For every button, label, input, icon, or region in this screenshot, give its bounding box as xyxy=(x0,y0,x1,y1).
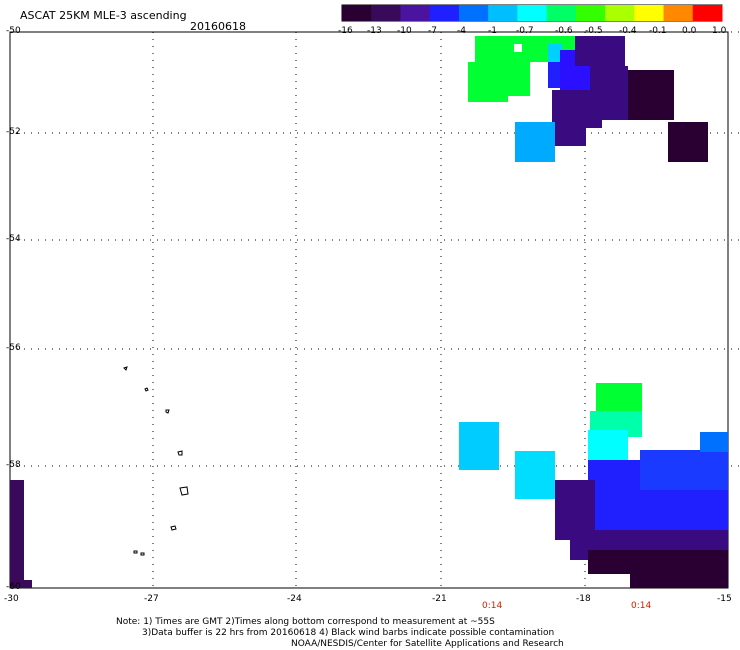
swath-bottom xyxy=(459,383,728,588)
y-axis-label: -60 xyxy=(6,582,21,592)
colorbar-swatch xyxy=(488,5,518,21)
colorbar-label: -4 xyxy=(457,26,466,36)
y-axis-label: -52 xyxy=(6,127,21,137)
colorbar-swatch xyxy=(371,5,401,21)
colorbar-swatch xyxy=(634,5,665,21)
colorbar-label: -7 xyxy=(428,26,437,36)
x-axis-label: -30 xyxy=(4,594,19,604)
x-axis-label: -27 xyxy=(144,594,159,604)
colorbar-label: 0.0 xyxy=(682,26,697,36)
colorbar-label: -0.4 xyxy=(619,26,637,36)
x-axis-label: -24 xyxy=(287,594,302,604)
colorbar-label: 1.0 xyxy=(712,26,727,36)
colorbar-swatch xyxy=(605,5,635,21)
map-date: 20160618 xyxy=(190,20,246,33)
y-axis-label: -54 xyxy=(6,234,21,244)
x-axis-label: -21 xyxy=(432,594,447,604)
colorbar-label: -0.1 xyxy=(649,26,667,36)
map-title: ASCAT 25KM MLE-3 ascending xyxy=(20,9,187,22)
x-axis-label: -15 xyxy=(717,594,732,604)
colorbar-label: -13 xyxy=(367,26,382,36)
colorbar-swatch xyxy=(663,5,694,21)
swath-top xyxy=(468,36,708,162)
colorbar-swatch xyxy=(429,5,460,21)
colorbar-swatch xyxy=(546,5,577,21)
colorbar-label: -0.7 xyxy=(516,26,534,36)
colorbar xyxy=(341,4,723,22)
map-frame xyxy=(9,31,729,589)
colorbar-swatch xyxy=(517,5,548,21)
y-axis-label: -50 xyxy=(6,26,21,36)
island-outlines xyxy=(123,366,189,556)
colorbar-swatch xyxy=(575,5,606,21)
colorbar-label: -10 xyxy=(397,26,412,36)
colorbar-label: -16 xyxy=(338,26,353,36)
colorbar-swatches xyxy=(342,5,723,21)
colorbar-label: -1 xyxy=(488,26,497,36)
colorbar-swatch xyxy=(458,5,489,21)
y-axis-label: -58 xyxy=(6,460,21,470)
swath-left xyxy=(10,480,32,588)
time-label: 0:14 xyxy=(482,601,503,611)
y-axis-label: -56 xyxy=(6,343,21,353)
colorbar-label: -0.5 xyxy=(585,26,603,36)
x-axis-label: -18 xyxy=(576,594,591,604)
colorbar-label: -0.6 xyxy=(555,26,573,36)
note-line-1: Note: 1) Times are GMT 2)Times along bot… xyxy=(116,617,495,627)
note-line-3: NOAA/NESDIS/Center for Satellite Applica… xyxy=(291,639,564,649)
time-label: 0:14 xyxy=(631,601,652,611)
colorbar-swatch xyxy=(342,5,372,21)
note-line-2: 3)Data buffer is 22 hrs from 20160618 4)… xyxy=(142,628,555,638)
colorbar-swatch xyxy=(692,5,723,21)
colorbar-swatch xyxy=(400,5,431,21)
